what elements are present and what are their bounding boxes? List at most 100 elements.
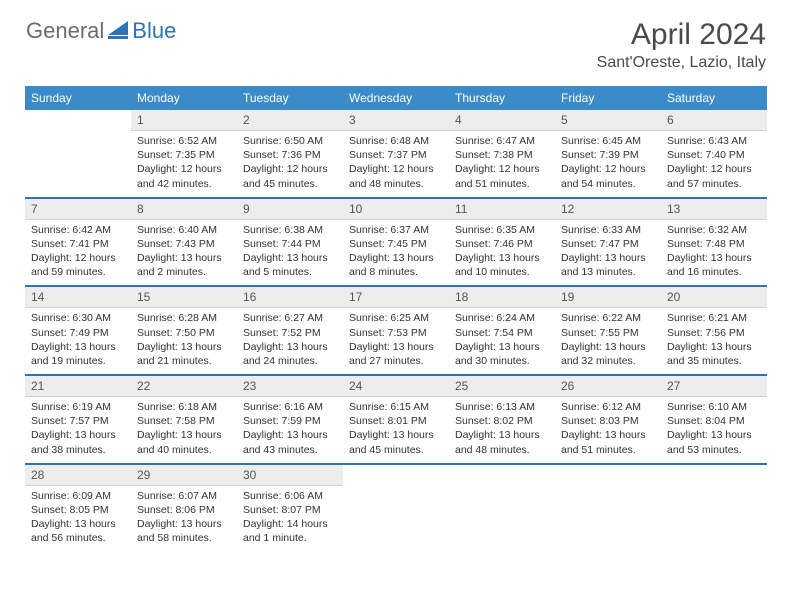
day-content: Sunrise: 6:09 AMSunset: 8:05 PMDaylight:… <box>25 486 131 552</box>
day-number: 18 <box>449 287 555 308</box>
logo-triangle-icon <box>108 21 130 42</box>
day-number: 29 <box>131 465 237 486</box>
logo-text-general: General <box>26 18 104 44</box>
day-header: Friday <box>555 86 661 110</box>
day-content: Sunrise: 6:47 AMSunset: 7:38 PMDaylight:… <box>449 131 555 197</box>
day-number: 26 <box>555 376 661 397</box>
day-header: Wednesday <box>343 86 449 110</box>
day-number: 14 <box>25 287 131 308</box>
day-number: 13 <box>661 199 767 220</box>
day-cell: 21Sunrise: 6:19 AMSunset: 7:57 PMDayligh… <box>25 375 131 463</box>
day-cell: 8Sunrise: 6:40 AMSunset: 7:43 PMDaylight… <box>131 198 237 286</box>
day-number: 3 <box>343 110 449 131</box>
calendar-body: 1Sunrise: 6:52 AMSunset: 7:35 PMDaylight… <box>25 110 767 551</box>
day-number: 23 <box>237 376 343 397</box>
day-content: Sunrise: 6:52 AMSunset: 7:35 PMDaylight:… <box>131 131 237 197</box>
week-row: 7Sunrise: 6:42 AMSunset: 7:41 PMDaylight… <box>25 198 767 286</box>
day-number: 15 <box>131 287 237 308</box>
week-row: 1Sunrise: 6:52 AMSunset: 7:35 PMDaylight… <box>25 110 767 197</box>
day-cell: 5Sunrise: 6:45 AMSunset: 7:39 PMDaylight… <box>555 110 661 197</box>
day-content: Sunrise: 6:35 AMSunset: 7:46 PMDaylight:… <box>449 220 555 286</box>
day-cell <box>449 464 555 552</box>
day-content: Sunrise: 6:12 AMSunset: 8:03 PMDaylight:… <box>555 397 661 463</box>
day-number: 25 <box>449 376 555 397</box>
day-content: Sunrise: 6:30 AMSunset: 7:49 PMDaylight:… <box>25 308 131 374</box>
day-content: Sunrise: 6:33 AMSunset: 7:47 PMDaylight:… <box>555 220 661 286</box>
day-number: 17 <box>343 287 449 308</box>
day-number: 27 <box>661 376 767 397</box>
header: General Blue April 2024 Sant'Oreste, Laz… <box>0 0 792 78</box>
day-cell: 9Sunrise: 6:38 AMSunset: 7:44 PMDaylight… <box>237 198 343 286</box>
day-content: Sunrise: 6:40 AMSunset: 7:43 PMDaylight:… <box>131 220 237 286</box>
day-number: 4 <box>449 110 555 131</box>
day-cell <box>343 464 449 552</box>
day-content: Sunrise: 6:13 AMSunset: 8:02 PMDaylight:… <box>449 397 555 463</box>
day-number: 21 <box>25 376 131 397</box>
day-cell: 27Sunrise: 6:10 AMSunset: 8:04 PMDayligh… <box>661 375 767 463</box>
day-content: Sunrise: 6:37 AMSunset: 7:45 PMDaylight:… <box>343 220 449 286</box>
day-number: 22 <box>131 376 237 397</box>
day-number: 28 <box>25 465 131 486</box>
day-header-row: SundayMondayTuesdayWednesdayThursdayFrid… <box>25 86 767 110</box>
day-content: Sunrise: 6:07 AMSunset: 8:06 PMDaylight:… <box>131 486 237 552</box>
day-cell: 17Sunrise: 6:25 AMSunset: 7:53 PMDayligh… <box>343 286 449 374</box>
week-row: 14Sunrise: 6:30 AMSunset: 7:49 PMDayligh… <box>25 286 767 374</box>
day-cell: 25Sunrise: 6:13 AMSunset: 8:02 PMDayligh… <box>449 375 555 463</box>
day-cell: 22Sunrise: 6:18 AMSunset: 7:58 PMDayligh… <box>131 375 237 463</box>
day-header: Tuesday <box>237 86 343 110</box>
day-header: Thursday <box>449 86 555 110</box>
day-content: Sunrise: 6:10 AMSunset: 8:04 PMDaylight:… <box>661 397 767 463</box>
day-number: 12 <box>555 199 661 220</box>
day-cell: 14Sunrise: 6:30 AMSunset: 7:49 PMDayligh… <box>25 286 131 374</box>
day-cell: 6Sunrise: 6:43 AMSunset: 7:40 PMDaylight… <box>661 110 767 197</box>
day-content: Sunrise: 6:48 AMSunset: 7:37 PMDaylight:… <box>343 131 449 197</box>
day-number: 8 <box>131 199 237 220</box>
logo-text-blue: Blue <box>132 18 176 44</box>
page-title: April 2024 <box>597 18 766 52</box>
day-content: Sunrise: 6:18 AMSunset: 7:58 PMDaylight:… <box>131 397 237 463</box>
day-content: Sunrise: 6:21 AMSunset: 7:56 PMDaylight:… <box>661 308 767 374</box>
day-cell: 30Sunrise: 6:06 AMSunset: 8:07 PMDayligh… <box>237 464 343 552</box>
day-cell <box>25 110 131 197</box>
day-number: 11 <box>449 199 555 220</box>
day-number: 30 <box>237 465 343 486</box>
day-cell: 1Sunrise: 6:52 AMSunset: 7:35 PMDaylight… <box>131 110 237 197</box>
day-content: Sunrise: 6:45 AMSunset: 7:39 PMDaylight:… <box>555 131 661 197</box>
day-number: 1 <box>131 110 237 131</box>
day-cell: 2Sunrise: 6:50 AMSunset: 7:36 PMDaylight… <box>237 110 343 197</box>
day-cell: 26Sunrise: 6:12 AMSunset: 8:03 PMDayligh… <box>555 375 661 463</box>
day-number: 24 <box>343 376 449 397</box>
day-cell: 23Sunrise: 6:16 AMSunset: 7:59 PMDayligh… <box>237 375 343 463</box>
day-cell: 10Sunrise: 6:37 AMSunset: 7:45 PMDayligh… <box>343 198 449 286</box>
day-cell: 16Sunrise: 6:27 AMSunset: 7:52 PMDayligh… <box>237 286 343 374</box>
day-content: Sunrise: 6:16 AMSunset: 7:59 PMDaylight:… <box>237 397 343 463</box>
day-content: Sunrise: 6:22 AMSunset: 7:55 PMDaylight:… <box>555 308 661 374</box>
day-cell: 15Sunrise: 6:28 AMSunset: 7:50 PMDayligh… <box>131 286 237 374</box>
day-content: Sunrise: 6:25 AMSunset: 7:53 PMDaylight:… <box>343 308 449 374</box>
logo: General Blue <box>26 18 176 44</box>
day-content: Sunrise: 6:19 AMSunset: 7:57 PMDaylight:… <box>25 397 131 463</box>
day-cell <box>555 464 661 552</box>
day-cell: 28Sunrise: 6:09 AMSunset: 8:05 PMDayligh… <box>25 464 131 552</box>
day-number: 5 <box>555 110 661 131</box>
title-block: April 2024 Sant'Oreste, Lazio, Italy <box>597 18 766 72</box>
day-header: Monday <box>131 86 237 110</box>
day-cell: 24Sunrise: 6:15 AMSunset: 8:01 PMDayligh… <box>343 375 449 463</box>
week-row: 28Sunrise: 6:09 AMSunset: 8:05 PMDayligh… <box>25 464 767 552</box>
day-cell: 4Sunrise: 6:47 AMSunset: 7:38 PMDaylight… <box>449 110 555 197</box>
day-cell <box>661 464 767 552</box>
day-content: Sunrise: 6:27 AMSunset: 7:52 PMDaylight:… <box>237 308 343 374</box>
day-cell: 7Sunrise: 6:42 AMSunset: 7:41 PMDaylight… <box>25 198 131 286</box>
day-number: 20 <box>661 287 767 308</box>
day-content: Sunrise: 6:50 AMSunset: 7:36 PMDaylight:… <box>237 131 343 197</box>
day-header: Saturday <box>661 86 767 110</box>
day-content: Sunrise: 6:24 AMSunset: 7:54 PMDaylight:… <box>449 308 555 374</box>
day-number: 9 <box>237 199 343 220</box>
day-cell: 11Sunrise: 6:35 AMSunset: 7:46 PMDayligh… <box>449 198 555 286</box>
day-content: Sunrise: 6:06 AMSunset: 8:07 PMDaylight:… <box>237 486 343 552</box>
day-cell: 29Sunrise: 6:07 AMSunset: 8:06 PMDayligh… <box>131 464 237 552</box>
location-text: Sant'Oreste, Lazio, Italy <box>597 54 766 72</box>
day-cell: 19Sunrise: 6:22 AMSunset: 7:55 PMDayligh… <box>555 286 661 374</box>
day-cell: 3Sunrise: 6:48 AMSunset: 7:37 PMDaylight… <box>343 110 449 197</box>
day-cell: 13Sunrise: 6:32 AMSunset: 7:48 PMDayligh… <box>661 198 767 286</box>
